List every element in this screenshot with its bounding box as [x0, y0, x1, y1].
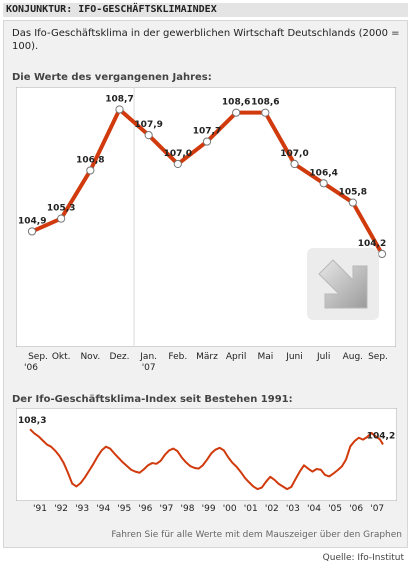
- history-tick-label-10: '01: [243, 504, 258, 514]
- hover-hint: Fahren Sie für alle Werte mit dem Mausze…: [111, 530, 402, 540]
- monthly-value-label-3: 108,7: [105, 94, 133, 104]
- chart2-title: Der Ifo-Geschäftsklima-Index seit Besteh…: [12, 394, 293, 405]
- monthly-value-label-2: 106,8: [76, 155, 104, 165]
- monthly-point-8[interactable]: [261, 108, 270, 117]
- monthly-value-label-5: 107,0: [164, 149, 192, 159]
- history-tick-label-4: '95: [117, 504, 132, 514]
- source-note: Quelle: Ifo-Institut: [322, 553, 404, 563]
- history-plot-area: [16, 408, 397, 501]
- history-tick-label-0: '91: [33, 504, 47, 514]
- history-tick-label-9: '00: [222, 504, 237, 514]
- history-tick-label-12: '03: [285, 504, 300, 514]
- monthly-tick-label-0: Sep. '06: [24, 352, 48, 373]
- monthly-tick-label-8: Mai: [257, 352, 274, 362]
- monthly-tick-label-11: Aug.: [342, 352, 364, 362]
- history-tick-label-16: '07: [370, 504, 385, 514]
- history-tick-label-14: '05: [328, 504, 342, 514]
- arrow-down-right-icon: [305, 246, 381, 322]
- monthly-value-label-4: 107,9: [134, 120, 162, 130]
- history-tick-label-13: '04: [307, 504, 321, 514]
- history-tick-label-7: '98: [180, 504, 195, 514]
- history-tick-label-11: '02: [264, 504, 279, 514]
- history-tick-label-2: '93: [75, 504, 90, 514]
- monthly-point-4[interactable]: [144, 131, 153, 140]
- monthly-point-6[interactable]: [202, 137, 212, 146]
- history-tick-label-1: '92: [54, 504, 69, 514]
- monthly-value-label-10: 106,4: [309, 168, 337, 178]
- monthly-point-11[interactable]: [348, 198, 357, 207]
- monthly-tick-label-2: Nov.: [80, 352, 101, 362]
- monthly-tick-label-3: Dez.: [109, 352, 130, 362]
- chart-description: Das Ifo-Geschäftsklima in der gewerblich…: [12, 28, 400, 52]
- monthly-tick-label-12: Sep.: [368, 352, 388, 362]
- chart1-title: Die Werte des vergangenen Jahres:: [12, 72, 212, 83]
- monthly-tick-label-7: April: [225, 352, 247, 362]
- history-series-line: [29, 428, 384, 491]
- monthly-tick-label-4: Jan. '07: [140, 352, 158, 373]
- monthly-tick-label-1: Okt.: [51, 352, 71, 362]
- history-tick-label-15: '06: [349, 504, 364, 514]
- history-tick-label-5: '96: [138, 504, 153, 514]
- monthly-value-label-12: 104,2: [358, 239, 386, 249]
- history-tick-label-3: '94: [96, 504, 111, 514]
- history-tick-label-6: '97: [159, 504, 174, 514]
- history-x-axis: '91 '92 '93 '94 '95 '96 '97 '98 '99 '00 '01 '02 '03 '…: [16, 504, 397, 518]
- history-tick-label-8: '99: [201, 504, 216, 514]
- page-header: KONJUNKTUR: IFO-GESCHÄFTSKLIMAINDEX: [3, 3, 408, 17]
- history-chart[interactable]: 108,3 104,2: [16, 408, 397, 501]
- monthly-point-5[interactable]: [173, 159, 182, 169]
- monthly-value-label-6: 107,7: [193, 127, 221, 137]
- monthly-point-2[interactable]: [86, 166, 95, 175]
- monthly-value-label-7: 108,6: [222, 98, 250, 108]
- monthly-point-3[interactable]: [115, 105, 124, 114]
- monthly-point-0[interactable]: [27, 227, 37, 236]
- monthly-point-7[interactable]: [232, 108, 241, 117]
- monthly-point-9[interactable]: [290, 159, 299, 169]
- monthly-value-label-0: 104,9: [18, 216, 46, 226]
- history-annotation-1: 104,2: [367, 431, 395, 441]
- monthly-point-10[interactable]: [319, 179, 328, 188]
- monthly-value-label-1: 105,3: [47, 204, 75, 214]
- monthly-point-1[interactable]: [57, 214, 66, 223]
- monthly-tick-label-9: Juni: [286, 352, 303, 362]
- monthly-tick-label-6: März: [196, 352, 218, 362]
- monthly-value-label-8: 108,6: [251, 98, 279, 108]
- monthly-tick-label-10: Juli: [316, 352, 331, 362]
- monthly-value-label-9: 107,0: [280, 149, 308, 159]
- history-annotation-0: 108,3: [18, 416, 46, 426]
- monthly-tick-label-5: Feb.: [168, 352, 188, 362]
- monthly-x-axis: Sep. '06 Okt. Nov. Dez. Jan. '07 Feb. März April M…: [16, 352, 396, 378]
- monthly-value-label-11: 105,8: [339, 188, 367, 198]
